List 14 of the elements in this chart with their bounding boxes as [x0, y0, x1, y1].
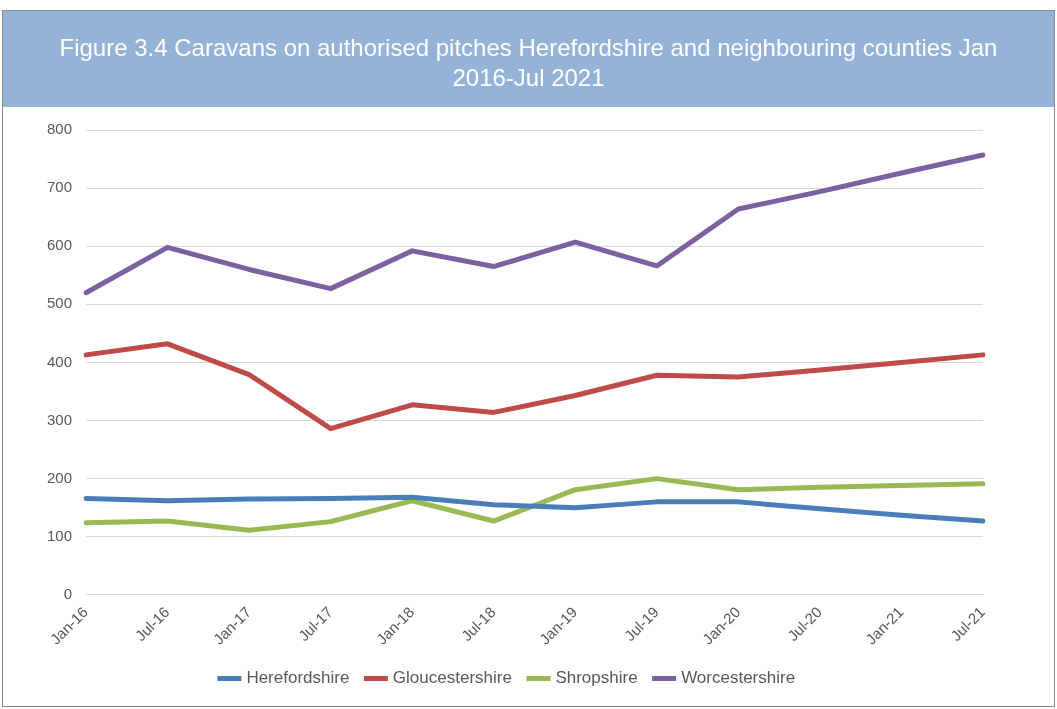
- y-tick-label: 500: [47, 294, 73, 312]
- legend-label: Gloucestershire: [392, 668, 512, 688]
- legend-label: Herefordshire: [246, 668, 350, 688]
- y-tick-label: 200: [47, 468, 73, 486]
- y-tick-label: 800: [47, 120, 73, 138]
- y-tick-label: 300: [47, 410, 73, 428]
- y-tick-label: 400: [47, 352, 73, 370]
- y-tick-label: 100: [47, 526, 73, 544]
- legend-label: Worcestershire: [681, 668, 796, 688]
- chart-title: Figure 3.4 Caravans on authorised pitches Herefordshire and neighbouring counties Jan 2016-Jul 2021: [3, 11, 1054, 107]
- y-tick-label: 600: [47, 236, 73, 254]
- y-tick-label: 700: [47, 178, 73, 196]
- y-tick-label: 0: [63, 584, 73, 602]
- legend-label: Shropshire: [555, 668, 638, 688]
